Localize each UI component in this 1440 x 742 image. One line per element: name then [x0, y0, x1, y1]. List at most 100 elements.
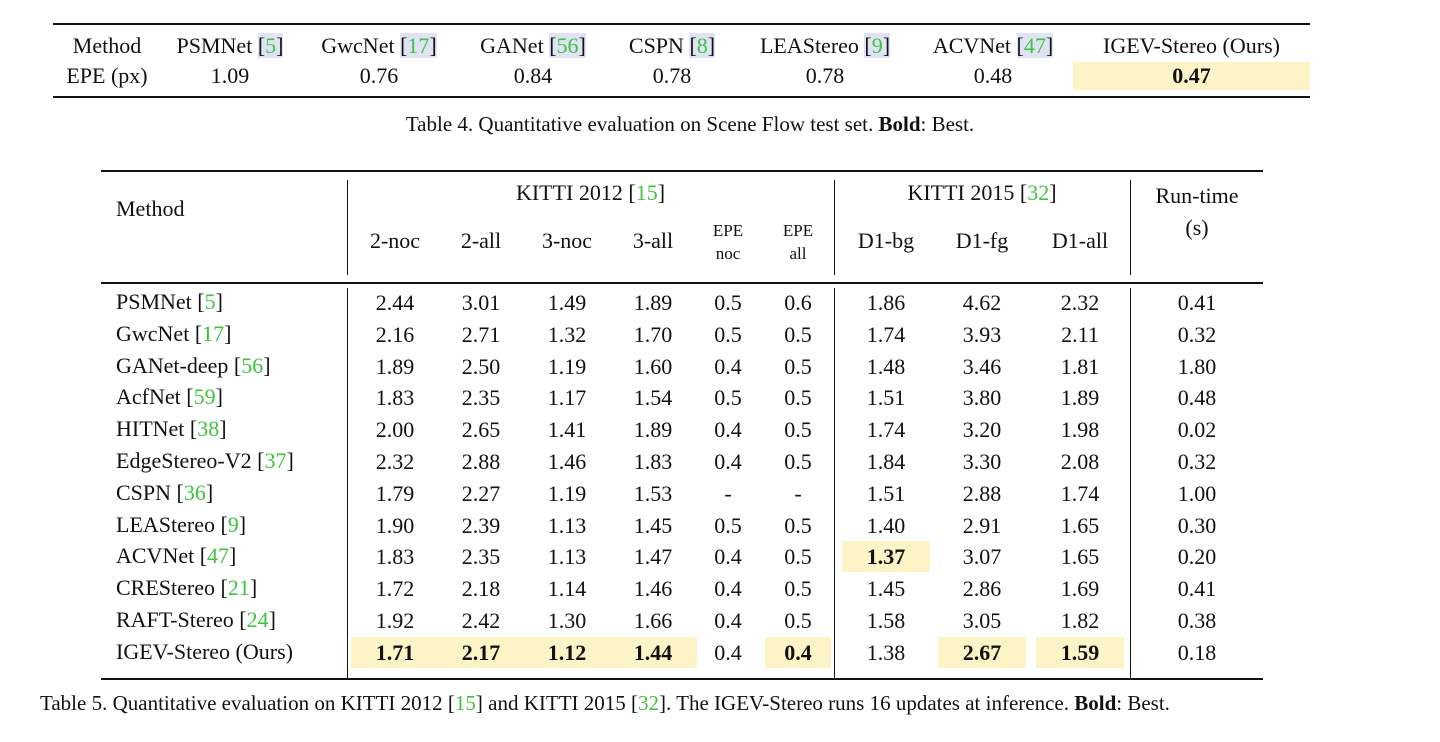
table4: Method PSMNet [5] GwcNet [17] GANet [56]…: [53, 23, 1310, 90]
table5-value: 1.80: [1177, 353, 1217, 379]
citation-link[interactable]: 32: [638, 691, 660, 715]
table5-value: 1.69: [1060, 576, 1100, 602]
table5-value: 3.07: [962, 544, 1002, 570]
table4-epe-value-best: 0.47: [1073, 62, 1310, 90]
table5-value: 0.5: [784, 608, 812, 633]
table5-value: 2.27: [461, 480, 501, 506]
citation-link[interactable]: 9: [227, 511, 239, 537]
citation-link[interactable]: 8: [696, 32, 708, 58]
table4-epe-value: 0.78: [805, 63, 845, 88]
table4-method-row: Method PSMNet [5] GwcNet [17] GANet [56]…: [53, 23, 1310, 62]
table5-top-rule: [101, 170, 1263, 172]
table5-value: 1.38: [866, 639, 906, 665]
table5-value: 1.90: [375, 512, 415, 538]
table5-divider: [347, 288, 348, 678]
table5-value: 1.65: [1060, 544, 1100, 570]
citation-link[interactable]: 36: [183, 479, 206, 505]
table5-value: 2.35: [461, 385, 501, 411]
table5-bottom-rule: [101, 678, 1263, 680]
citation-link[interactable]: 5: [204, 289, 216, 314]
table5-value: 2.50: [461, 353, 501, 379]
table5-value: 0.5: [784, 385, 812, 411]
table4-epe-value: 0.48: [973, 63, 1013, 88]
table5-col-header-2noc: 2-noc: [369, 228, 421, 253]
table5-value: 1.48: [866, 353, 906, 379]
table5-mid-rule: [101, 282, 1263, 284]
table5-value: 1.89: [633, 417, 673, 443]
table5-value: 0.5: [784, 512, 812, 538]
table5-value: 2.00: [375, 417, 415, 443]
table5-caption: Table 5. Quantitative evaluation on KITT…: [40, 691, 1170, 715]
table5-value: 1.72: [375, 576, 415, 602]
citation-link[interactable]: 47: [207, 543, 230, 569]
citation-link[interactable]: 56: [556, 32, 579, 58]
citation-link[interactable]: 17: [202, 320, 225, 346]
citation-link[interactable]: 17: [407, 32, 430, 58]
citation-link[interactable]: 47: [1023, 32, 1046, 58]
citation-link[interactable]: 9: [871, 32, 883, 58]
table5-value: 2.11: [1061, 321, 1099, 347]
citation-link[interactable]: 32: [1027, 180, 1050, 205]
table5-col-header-d1bg: D1-bg: [857, 228, 915, 253]
table5-method-name: GwcNet [17]: [116, 320, 232, 346]
table5-value: 1.74: [866, 417, 906, 443]
table5-value: 0.5: [784, 544, 812, 570]
table5-kitti2012-header: KITTI 2012 [15]: [515, 180, 666, 205]
citation-link[interactable]: 15: [454, 691, 476, 715]
table4-epe-value: 1.09: [210, 63, 250, 88]
table4-method: ACVNet [47]: [932, 32, 1054, 58]
citation-link[interactable]: 59: [193, 384, 216, 410]
citation-link[interactable]: 21: [227, 575, 250, 601]
table5-value: 2.42: [461, 608, 501, 633]
table5-divider: [834, 180, 835, 275]
citation-link[interactable]: 24: [246, 607, 269, 632]
table5-value: 0.20: [1177, 544, 1217, 570]
table5-value: 1.89: [375, 353, 415, 379]
table4-method: GANet [56]: [480, 32, 586, 58]
table4-row-label: EPE (px): [66, 63, 148, 88]
table5-value: 2.08: [1060, 449, 1100, 474]
table5-value: 0.41: [1177, 290, 1217, 315]
table5-value: 1.70: [633, 321, 673, 347]
table5-value: 2.18: [461, 576, 501, 602]
citation-link[interactable]: 15: [635, 180, 658, 205]
table5-value: 0.5: [714, 290, 742, 315]
table5-value: 1.00: [1177, 480, 1217, 506]
table5-value: 1.19: [547, 353, 587, 379]
citation-link[interactable]: 37: [264, 448, 287, 473]
table5-value-best: 2.17: [437, 636, 525, 668]
table5-value: 1.60: [633, 353, 673, 379]
table5-value: 0.18: [1177, 639, 1217, 665]
table5-value: 2.86: [962, 576, 1002, 602]
table4-method: LEAStereo [9]: [759, 32, 891, 58]
table5-value: 0.5: [714, 512, 742, 538]
table5-value: 0.32: [1177, 321, 1217, 347]
table5-value: 0.02: [1177, 417, 1217, 443]
table5-value: 1.30: [547, 608, 587, 633]
table5-col-header-d1fg: D1-fg: [955, 228, 1009, 253]
table5-value: 0.4: [714, 576, 742, 602]
table5-method-name: CSPN [36]: [116, 479, 214, 505]
table5-value: 0.30: [1177, 512, 1217, 538]
table5-value: 3.20: [962, 417, 1002, 443]
table5-value: 1.83: [375, 544, 415, 570]
table5-value: 0.4: [714, 417, 742, 443]
table5-divider: [1130, 288, 1131, 678]
table5-value: 3.05: [962, 608, 1002, 633]
table4-method: GwcNet [17]: [321, 32, 437, 58]
table5-value: 2.88: [962, 480, 1002, 506]
table5-method-name: RAFT-Stereo [24]: [116, 607, 276, 632]
table5-divider: [347, 180, 348, 275]
table5-method-name: IGEV-Stereo (Ours): [116, 638, 293, 664]
table4-bottom-rule: [53, 96, 1310, 98]
citation-link[interactable]: 56: [241, 352, 264, 378]
table5-method-name: PSMNet [5]: [116, 289, 223, 314]
table5-value-best: 1.12: [523, 636, 611, 668]
table5-value: 1.46: [633, 576, 673, 602]
citation-link[interactable]: 5: [265, 32, 277, 58]
table5-value: 1.89: [1060, 385, 1100, 411]
table5-value: 1.14: [547, 576, 587, 602]
citation-link[interactable]: 38: [197, 416, 220, 442]
table5-value: 1.92: [375, 608, 415, 633]
table5-value: -: [794, 480, 802, 506]
